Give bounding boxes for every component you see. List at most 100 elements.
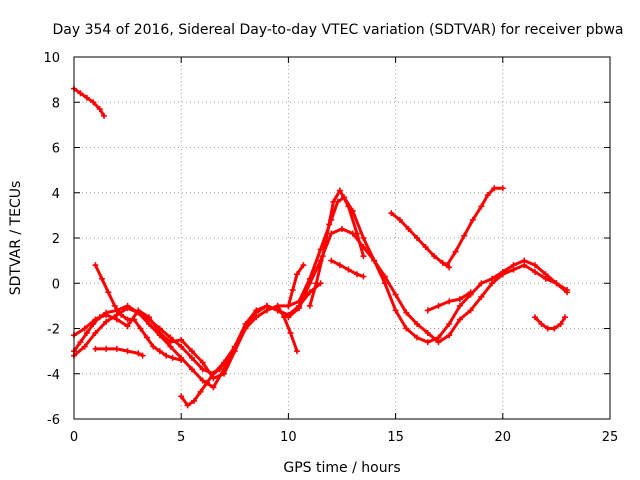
data-point <box>478 293 485 300</box>
data-point <box>216 366 223 373</box>
data-point <box>561 314 568 321</box>
data-point <box>538 320 545 327</box>
axis-ticks: 0 5 10 15 20 25 -6 -4 -2 0 2 4 6 8 10 <box>43 51 618 445</box>
data-point <box>531 262 538 269</box>
data-point <box>313 280 320 287</box>
data-point <box>446 298 453 305</box>
data-point <box>456 316 463 323</box>
data-point <box>326 221 333 228</box>
data-point <box>414 235 421 241</box>
x-tick-label: 5 <box>177 430 185 445</box>
data-point <box>188 354 195 361</box>
data-point <box>111 302 118 309</box>
series-pass-i <box>306 187 367 309</box>
series-pass-l <box>444 185 506 269</box>
data-point <box>210 370 217 377</box>
x-tick-label: 15 <box>387 430 404 445</box>
data-point <box>414 334 421 341</box>
chart-grid <box>74 57 610 419</box>
data-point <box>403 325 410 332</box>
data-point <box>499 185 506 192</box>
data-point <box>339 225 345 232</box>
data-point <box>83 330 90 337</box>
series-pass-early-high <box>71 85 108 119</box>
data-point <box>285 302 292 309</box>
data-point <box>510 266 517 273</box>
data-point <box>381 273 388 280</box>
data-point <box>345 203 352 210</box>
data-point <box>103 345 110 352</box>
data-point <box>405 225 412 232</box>
data-point <box>178 357 185 364</box>
data-point <box>137 325 144 332</box>
data-point <box>484 192 491 199</box>
data-point <box>392 307 399 314</box>
data-point <box>452 248 459 255</box>
data-point <box>354 271 361 278</box>
data-point <box>542 275 549 282</box>
x-tick-label: 10 <box>280 430 297 445</box>
data-point <box>92 330 99 337</box>
data-point <box>336 187 343 194</box>
data-point <box>118 311 125 318</box>
series-pass-d <box>92 262 185 364</box>
data-point <box>456 296 463 303</box>
data-point <box>345 266 352 273</box>
data-point <box>103 311 110 318</box>
data-point <box>113 345 120 352</box>
y-tick-label: 8 <box>52 96 60 111</box>
data-point <box>253 307 260 314</box>
data-point <box>210 384 217 391</box>
data-point <box>124 323 131 330</box>
data-point <box>360 253 367 260</box>
data-point <box>92 316 99 323</box>
data-point <box>456 302 463 309</box>
data-point <box>478 203 485 210</box>
data-point <box>101 112 108 119</box>
data-point <box>231 343 238 350</box>
data-marks <box>71 85 571 409</box>
data-point <box>553 280 560 287</box>
data-point <box>489 280 496 287</box>
data-point <box>531 268 538 275</box>
data-point <box>178 343 185 350</box>
data-point <box>188 348 195 355</box>
series-pass-m <box>424 289 474 314</box>
data-point <box>293 348 300 355</box>
data-point <box>461 232 468 239</box>
series-trace <box>93 263 183 362</box>
data-point <box>330 198 337 205</box>
series-trace <box>445 186 505 267</box>
data-point <box>531 314 538 321</box>
data-point <box>83 94 90 101</box>
data-point <box>135 350 142 357</box>
data-point <box>124 348 131 355</box>
data-point <box>435 339 442 346</box>
data-point <box>199 377 206 384</box>
data-point <box>199 359 206 366</box>
series-pass-h <box>285 262 307 309</box>
series-trace <box>276 304 299 353</box>
y-tick-label: -2 <box>47 323 60 338</box>
data-point <box>150 343 157 350</box>
data-point <box>92 262 99 269</box>
data-point <box>184 402 191 409</box>
data-point <box>167 343 174 350</box>
data-point <box>499 271 506 278</box>
y-axis-label: SDTVAR / TECUs <box>8 181 24 296</box>
data-point <box>491 185 498 192</box>
data-point <box>424 307 431 314</box>
x-axis-label: GPS time / hours <box>283 460 400 476</box>
x-tick-label: 25 <box>602 430 619 445</box>
x-tick-label: 0 <box>70 430 78 445</box>
series-pass-g <box>274 302 300 355</box>
data-point <box>544 325 551 332</box>
data-point <box>285 311 292 318</box>
chart-title: Day 354 of 2016, Sidereal Day-to-day VTE… <box>52 22 623 38</box>
data-point <box>424 330 431 337</box>
series-trace <box>93 347 145 358</box>
data-point <box>90 99 97 106</box>
data-point <box>360 235 367 241</box>
data-point <box>81 325 88 332</box>
data-point <box>328 230 335 237</box>
